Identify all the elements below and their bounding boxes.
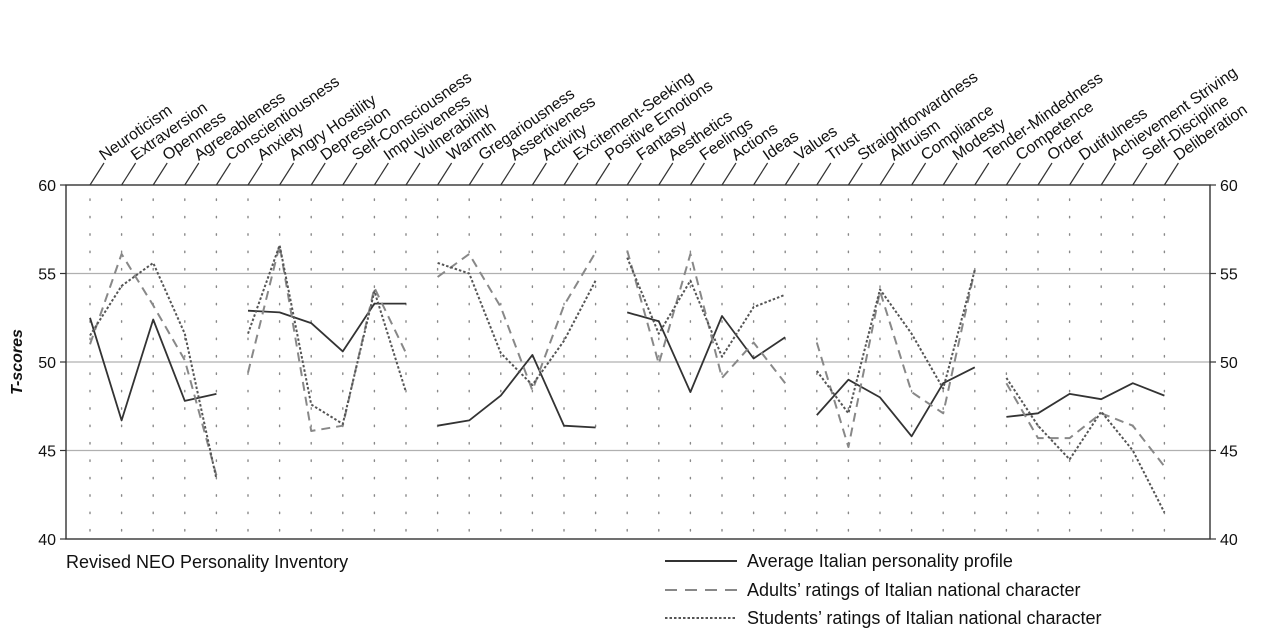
- category-leader: [279, 162, 295, 186]
- series-line-3: [437, 261, 597, 386]
- y-tick-label-right: 50: [1220, 355, 1238, 372]
- category-leader: [721, 162, 737, 186]
- chart-caption: Revised NEO Personality Inventory: [66, 552, 348, 572]
- series-line-1: [437, 353, 596, 429]
- category-leader: [595, 162, 611, 186]
- category-leader: [974, 162, 990, 186]
- y-tick-label: 50: [38, 355, 56, 372]
- category-leader: [500, 162, 516, 186]
- category-leader: [753, 162, 769, 186]
- category-leader: [1100, 162, 1116, 186]
- category-leader: [184, 162, 200, 186]
- category-leader: [405, 162, 421, 186]
- legend-label: Students’ ratings of Italian national ch…: [747, 608, 1102, 628]
- category-leader: [310, 162, 326, 186]
- category-leader: [1132, 162, 1148, 186]
- series-line-1: [247, 302, 406, 353]
- y-tick-label: 45: [38, 444, 56, 461]
- series-line-2: [626, 250, 786, 384]
- y-tick-label-right: 40: [1220, 532, 1238, 549]
- series-line-2: [89, 253, 218, 476]
- series-line-2: [247, 244, 407, 432]
- category-leader: [1069, 162, 1085, 186]
- category-leader: [468, 162, 484, 186]
- series-line-2: [437, 251, 597, 392]
- series-line-3: [626, 257, 786, 358]
- category-leader: [784, 162, 800, 186]
- series-line-2: [1005, 382, 1166, 468]
- series-line-3: [89, 261, 218, 480]
- y-tick-label-right: 45: [1220, 444, 1238, 461]
- legend-label: Adults’ ratings of Italian national char…: [747, 580, 1081, 600]
- y-tick-label-right: 55: [1220, 267, 1238, 284]
- category-leader: [531, 162, 547, 186]
- series-line-2: [815, 269, 976, 448]
- category-leader: [437, 162, 453, 186]
- category-leader: [879, 162, 895, 186]
- category-leader: [626, 162, 642, 186]
- series-line-1: [626, 311, 786, 394]
- category-leader: [689, 162, 705, 186]
- category-leader: [911, 162, 927, 186]
- category-leader: [1037, 162, 1053, 186]
- y-tick-label: 55: [38, 267, 56, 284]
- y-axis-label: T-scores: [9, 329, 26, 395]
- category-leader: [1005, 162, 1021, 186]
- series-line-3: [1005, 377, 1166, 513]
- category-leader: [342, 162, 358, 186]
- category-leader: [942, 162, 958, 186]
- category-leader: [563, 162, 579, 186]
- y-tick-label-right: 60: [1220, 178, 1238, 195]
- category-leader: [658, 162, 674, 186]
- series-line-3: [247, 244, 407, 425]
- category-leader: [816, 162, 832, 186]
- category-leader: [121, 162, 137, 186]
- category-leader: [152, 162, 168, 186]
- category-leader: [247, 162, 263, 186]
- series-line-1: [1006, 382, 1165, 418]
- category-leader: [1163, 162, 1179, 186]
- category-leader: [373, 162, 389, 186]
- y-tick-label: 40: [38, 532, 56, 549]
- series-line-3: [815, 269, 976, 415]
- legend-label: Average Italian personality profile: [747, 551, 1013, 571]
- series-line-1: [89, 317, 217, 422]
- y-tick-label: 60: [38, 178, 56, 195]
- category-leader: [89, 162, 105, 186]
- category-leader: [215, 162, 231, 186]
- category-leader: [847, 162, 863, 186]
- series-line-1: [816, 366, 976, 438]
